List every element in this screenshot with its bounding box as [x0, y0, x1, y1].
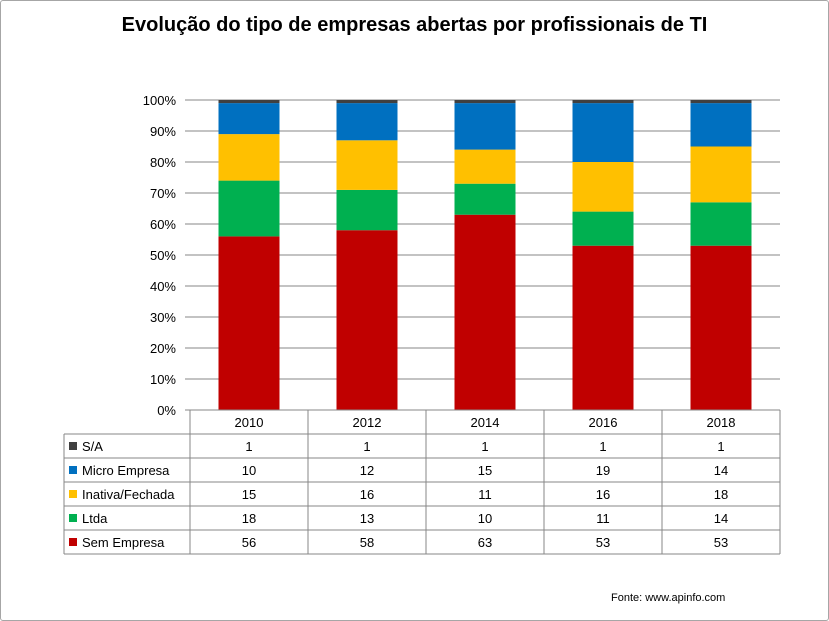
- bar-ltda-2016: [572, 211, 634, 246]
- y-tick-label: 30%: [150, 310, 176, 325]
- legend-key: [69, 442, 77, 450]
- table-value: 56: [242, 535, 256, 550]
- bar-s-a-2014: [454, 100, 516, 104]
- chart-source: Fonte: www.apinfo.com: [611, 592, 726, 604]
- bar-ltda-2010: [218, 180, 280, 237]
- table-value: 16: [596, 487, 610, 502]
- y-tick-label: 10%: [150, 372, 176, 387]
- bar-ltda-2018: [690, 202, 752, 246]
- legend-key: [69, 538, 77, 546]
- bar-s-a-2010: [218, 100, 280, 104]
- legend-label: Sem Empresa: [82, 535, 165, 550]
- chart-title: Evolução do tipo de empresas abertas por…: [121, 14, 708, 36]
- y-tick-label: 90%: [150, 124, 176, 139]
- bar-s-a-2016: [572, 100, 634, 104]
- table-value: 18: [714, 487, 728, 502]
- legend-label: Ltda: [82, 511, 108, 526]
- y-tick-label: 0%: [157, 403, 176, 418]
- bar-ltda-2012: [336, 189, 398, 231]
- table-value: 14: [714, 463, 728, 478]
- bar-sem-empresa-2018: [690, 245, 752, 410]
- legend-label: S/A: [82, 439, 103, 454]
- bar-inativa-fechada-2016: [572, 162, 634, 212]
- x-tick-label: 2012: [353, 415, 382, 430]
- y-tick-label: 50%: [150, 248, 176, 263]
- table-value: 1: [717, 439, 724, 454]
- table-value: 19: [596, 463, 610, 478]
- table-value: 1: [245, 439, 252, 454]
- y-tick-label: 20%: [150, 341, 176, 356]
- y-tick-label: 60%: [150, 217, 176, 232]
- bar-micro-empresa-2012: [336, 103, 398, 141]
- table-value: 15: [242, 487, 256, 502]
- legend-key: [69, 514, 77, 522]
- bar-inativa-fechada-2012: [336, 140, 398, 190]
- table-value: 1: [481, 439, 488, 454]
- bar-inativa-fechada-2018: [690, 146, 752, 203]
- bar-s-a-2012: [336, 100, 398, 104]
- table-value: 10: [242, 463, 256, 478]
- bar-sem-empresa-2014: [454, 214, 516, 410]
- y-tick-label: 100%: [143, 93, 177, 108]
- legend-key: [69, 490, 77, 498]
- table-value: 10: [478, 511, 492, 526]
- bar-micro-empresa-2010: [218, 103, 280, 135]
- table-value: 13: [360, 511, 374, 526]
- table-value: 1: [363, 439, 370, 454]
- table-value: 11: [596, 511, 610, 526]
- table-value: 58: [360, 535, 374, 550]
- bar-ltda-2014: [454, 183, 516, 215]
- x-tick-label: 2010: [235, 415, 264, 430]
- table-value: 53: [714, 535, 728, 550]
- y-tick-label: 80%: [150, 155, 176, 170]
- table-value: 53: [596, 535, 610, 550]
- x-tick-label: 2014: [471, 415, 500, 430]
- bar-sem-empresa-2010: [218, 236, 280, 410]
- legend-label: Inativa/Fechada: [82, 487, 175, 502]
- table-value: 16: [360, 487, 374, 502]
- table-value: 11: [478, 487, 492, 502]
- bar-inativa-fechada-2014: [454, 149, 516, 184]
- legend-key: [69, 466, 77, 474]
- bar-micro-empresa-2016: [572, 103, 634, 162]
- table-value: 63: [478, 535, 492, 550]
- legend-label: Micro Empresa: [82, 463, 170, 478]
- bar-micro-empresa-2014: [454, 103, 516, 150]
- bar-sem-empresa-2016: [572, 245, 634, 410]
- y-tick-label: 40%: [150, 279, 176, 294]
- table-value: 12: [360, 463, 374, 478]
- table-value: 15: [478, 463, 492, 478]
- x-tick-label: 2018: [707, 415, 736, 430]
- table-value: 1: [599, 439, 606, 454]
- y-tick-label: 70%: [150, 186, 176, 201]
- table-value: 14: [714, 511, 728, 526]
- x-tick-label: 2016: [589, 415, 618, 430]
- bar-micro-empresa-2018: [690, 103, 752, 147]
- table-value: 18: [242, 511, 256, 526]
- bar-inativa-fechada-2010: [218, 134, 280, 181]
- bar-s-a-2018: [690, 100, 752, 104]
- bar-sem-empresa-2012: [336, 230, 398, 410]
